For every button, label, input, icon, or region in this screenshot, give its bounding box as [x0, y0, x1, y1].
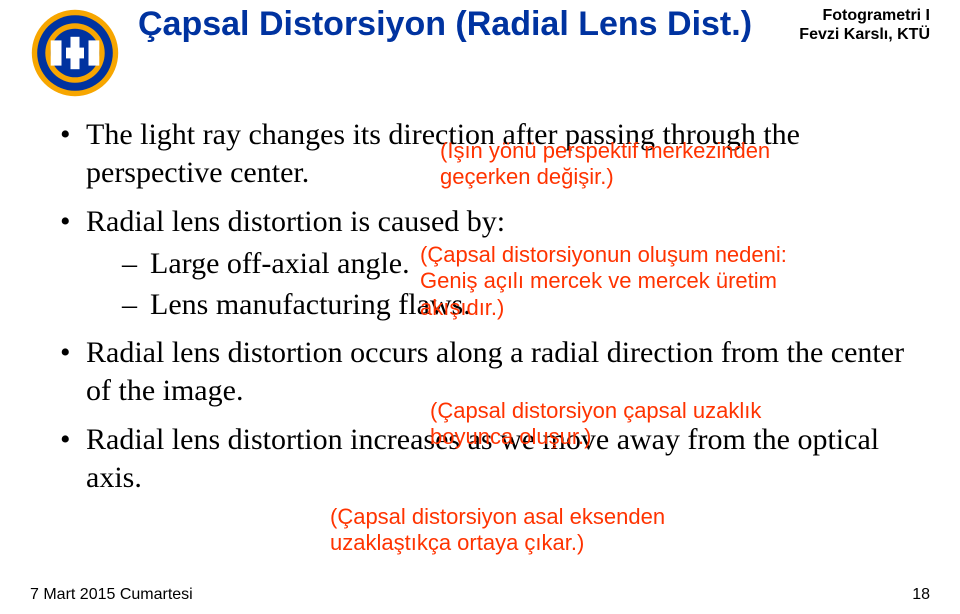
slide-footer: 7 Mart 2015 Cumartesi 18: [30, 586, 930, 604]
slide-header: Çapsal Distorsiyon (Radial Lens Dist.) F…: [0, 0, 960, 98]
slide-title: Çapsal Distorsiyon (Radial Lens Dist.): [138, 4, 752, 43]
annotation-2: (Çapsal distorsiyonun oluşum nedeni: Gen…: [420, 242, 840, 321]
university-logo: [30, 8, 120, 98]
course-name: Fotogrametri I: [799, 6, 930, 25]
annotation-1: (Işın yönü perspektif merkezinden geçerk…: [440, 138, 840, 191]
annotation-3: (Çapsal distorsiyon çapsal uzaklık boyun…: [430, 398, 830, 451]
author-name: Fevzi Karslı, KTÜ: [799, 25, 930, 44]
annotation-4: (Çapsal distorsiyon asal eksenden uzakla…: [330, 504, 730, 557]
bullet-2-text: Radial lens distortion is caused by:: [86, 205, 505, 238]
slide-body: The light ray changes its direction afte…: [0, 98, 960, 498]
header-meta: Fotogrametri I Fevzi Karslı, KTÜ: [799, 4, 930, 44]
footer-date: 7 Mart 2015 Cumartesi: [30, 586, 193, 604]
footer-page: 18: [912, 586, 930, 604]
